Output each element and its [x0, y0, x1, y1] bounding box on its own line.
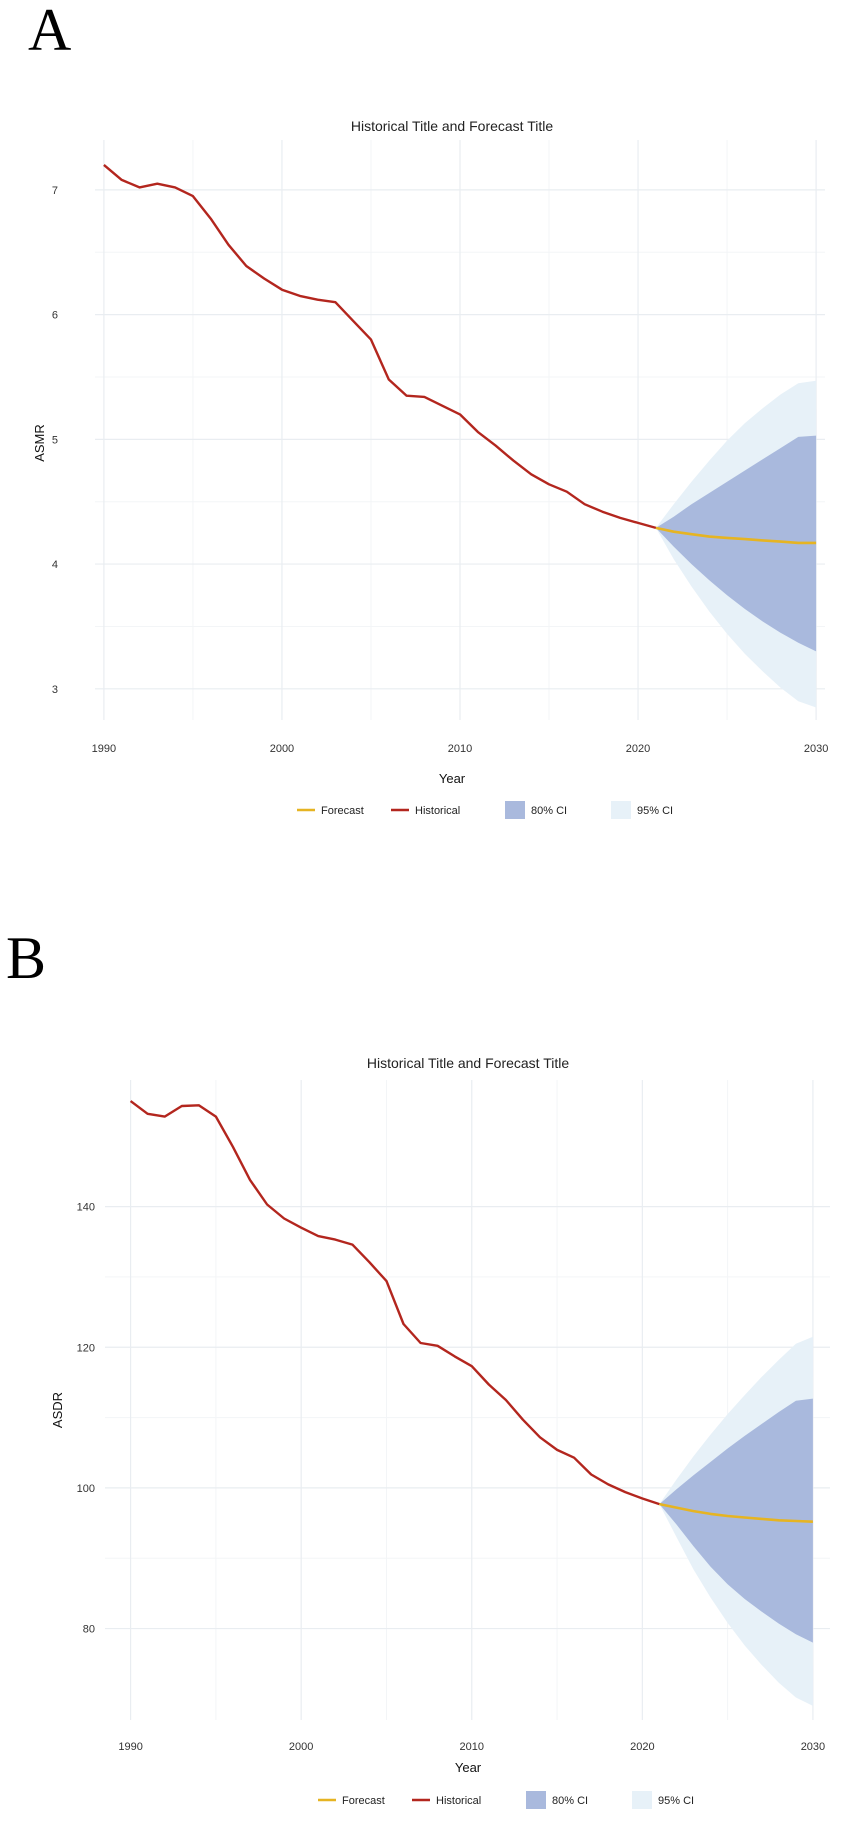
x-tick-label: 1990 [118, 1741, 142, 1753]
x-tick-label: 2000 [270, 743, 294, 755]
forecast-line [659, 1502, 813, 1523]
y-tick-label: 4 [52, 559, 58, 571]
legend-forecast: Forecast [318, 1795, 385, 1807]
legend-forecast: Forecast [297, 805, 364, 817]
panel-a-title: Historical Title and Forecast Title [351, 118, 554, 134]
panel-b-y-axis-label: ASDR [50, 1392, 65, 1428]
panel-b-title: Historical Title and Forecast Title [367, 1055, 570, 1071]
panel-a-letter: A [28, 0, 71, 63]
panel-b-legend: Forecast Historical 80% CI 95% CI [318, 1791, 694, 1809]
x-tick-label: 2030 [804, 743, 828, 755]
y-tick-label: 120 [77, 1342, 95, 1354]
legend-historical-label: Historical [436, 1795, 481, 1807]
legend-historical-label: Historical [415, 805, 460, 817]
legend-80-ci-label: 80% CI [531, 805, 567, 817]
y-tick-label: 140 [77, 1202, 95, 1214]
panel-b-series [129, 1100, 813, 1523]
x-tick-label: 2010 [448, 743, 472, 755]
legend-historical: Historical [412, 1795, 481, 1807]
x-tick-label: 2000 [289, 1741, 313, 1753]
legend-80-ci: 80% CI [526, 1791, 588, 1809]
historical-line [129, 1100, 660, 1506]
y-tick-label: 80 [83, 1624, 95, 1636]
panel-b-ci80-band [659, 1398, 813, 1643]
x-tick-label: 1990 [92, 743, 116, 755]
panel-a-legend: Forecast Historical 80% CI 95% CI [297, 801, 673, 819]
panel-a-series [103, 163, 817, 545]
panel-a: A Historical Title and Forecast Title Ye… [28, 0, 828, 819]
x-tick-label: 2020 [630, 1741, 654, 1753]
legend-95-ci-label: 95% CI [637, 805, 673, 817]
legend-95-ci-label: 95% CI [658, 1795, 694, 1807]
panel-b-x-axis-label: Year [455, 1760, 482, 1775]
legend-95-ci-swatch [632, 1791, 652, 1809]
y-tick-label: 100 [77, 1483, 95, 1495]
legend-80-ci: 80% CI [505, 801, 567, 819]
legend-historical: Historical [391, 805, 460, 817]
y-tick-label: 7 [52, 185, 58, 197]
panel-b: B Historical Title and Forecast Title Ye… [6, 925, 830, 1809]
panel-a-ci80-band [655, 435, 817, 652]
ci80-band [655, 435, 817, 652]
panel-b-ticks: 1990 2000 2010 2020 2030 80 100 120 140 [77, 1202, 826, 1753]
forecast-line [655, 526, 817, 545]
x-tick-label: 2010 [460, 1741, 484, 1753]
historical-line [103, 163, 657, 530]
panel-a-ticks: 1990 2000 2010 2020 2030 3 4 5 6 7 [52, 185, 828, 755]
legend-95-ci: 95% CI [632, 1791, 694, 1809]
panel-a-x-axis-label: Year [439, 771, 466, 786]
legend-80-ci-swatch [505, 801, 525, 819]
legend-forecast-label: Forecast [321, 805, 364, 817]
legend-80-ci-swatch [526, 1791, 546, 1809]
panel-a-y-axis-label: ASMR [32, 424, 47, 462]
panel-b-grid [105, 1080, 830, 1720]
x-tick-label: 2030 [801, 1741, 825, 1753]
y-tick-label: 5 [52, 434, 58, 446]
ci80-band [659, 1398, 813, 1643]
y-tick-label: 6 [52, 310, 58, 322]
legend-80-ci-label: 80% CI [552, 1795, 588, 1807]
y-tick-label: 3 [52, 684, 58, 696]
x-tick-label: 2020 [626, 743, 650, 755]
panel-a-grid [95, 140, 825, 720]
legend-95-ci: 95% CI [611, 801, 673, 819]
panel-b-letter: B [6, 925, 46, 991]
legend-95-ci-swatch [611, 801, 631, 819]
legend-forecast-label: Forecast [342, 1795, 385, 1807]
